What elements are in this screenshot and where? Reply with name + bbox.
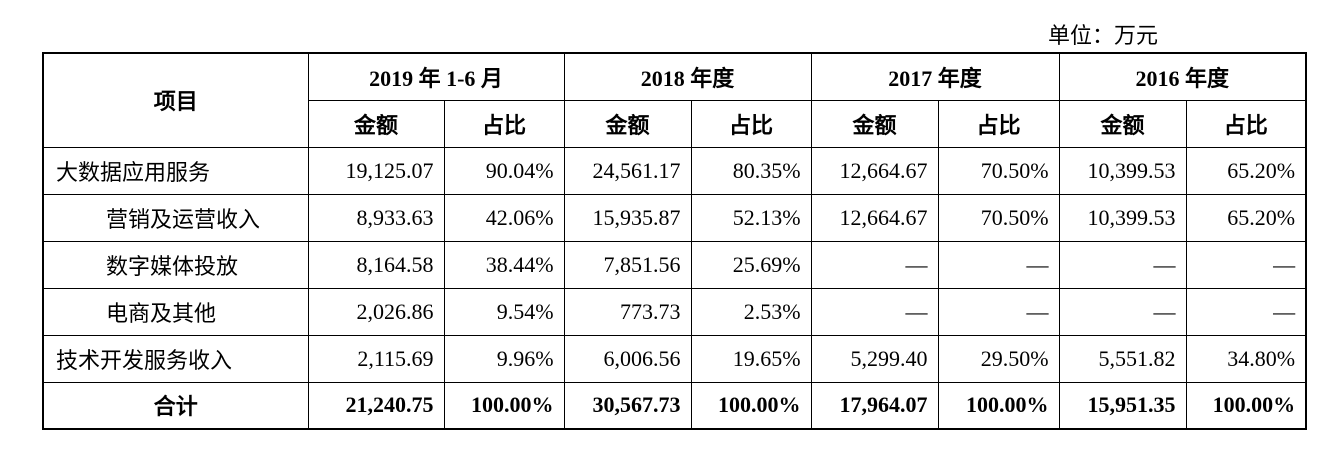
cell: 10,399.53 xyxy=(1058,193,1187,242)
cell: 5,299.40 xyxy=(810,334,939,383)
period-header: 2018 年度 xyxy=(563,52,812,101)
cell: 100.00% xyxy=(1185,381,1307,430)
cell: 773.73 xyxy=(563,287,692,336)
cell: 34.80% xyxy=(1185,334,1307,383)
cell: 2.53% xyxy=(690,287,812,336)
period-header: 2017 年度 xyxy=(810,52,1060,101)
cell: 70.50% xyxy=(937,146,1060,195)
cell: 70.50% xyxy=(937,193,1060,242)
unit-label: 单位：万元 xyxy=(1048,23,1159,48)
cell: 19,125.07 xyxy=(307,146,445,195)
data-row: 数字媒体投放 8,164.58 38.44% 7,851.56 25.69% — — — — xyxy=(42,240,1307,289)
cell: 52.13% xyxy=(690,193,812,242)
cell: 25.69% xyxy=(690,240,812,289)
cell: — xyxy=(1185,287,1307,336)
row-label: 营销及运营收入 xyxy=(42,193,309,242)
cell: — xyxy=(810,240,939,289)
cell: 15,951.35 xyxy=(1058,381,1187,430)
header-row: 项目 2019 年 1-6 月 2018 年度 2017 年度 2016 年度 xyxy=(42,52,1307,148)
cell: 12,664.67 xyxy=(810,193,939,242)
data-row: 营销及运营收入 8,933.63 42.06% 15,935.87 52.13% 12,6… xyxy=(42,193,1307,242)
period-header: 2016 年度 xyxy=(1058,52,1307,101)
subheader: 金额 xyxy=(563,99,692,148)
cell: 8,164.58 xyxy=(307,240,445,289)
period-header: 2019 年 1-6 月 xyxy=(307,52,565,101)
row-label: 合计 xyxy=(42,381,309,430)
row-label: 大数据应用服务 xyxy=(42,146,309,195)
cell: 15,935.87 xyxy=(563,193,692,242)
cell: 10,399.53 xyxy=(1058,146,1187,195)
cell: 9.54% xyxy=(443,287,565,336)
cell: 9.96% xyxy=(443,334,565,383)
data-row: 技术开发服务收入 2,115.69 9.96% 6,006.56 19.65% 5,299… xyxy=(42,334,1307,383)
cell: 24,561.17 xyxy=(563,146,692,195)
cell: 30,567.73 xyxy=(563,381,692,430)
cell: 12,664.67 xyxy=(810,146,939,195)
cell: — xyxy=(937,240,1060,289)
row-label: 数字媒体投放 xyxy=(42,240,309,289)
cell: 80.35% xyxy=(690,146,812,195)
cell: 29.50% xyxy=(937,334,1060,383)
cell: — xyxy=(1058,240,1187,289)
cell: 100.00% xyxy=(690,381,812,430)
data-row: 电商及其他 2,026.86 9.54% 773.73 2.53% — — — — xyxy=(42,287,1307,336)
row-label: 技术开发服务收入 xyxy=(42,334,309,383)
subheader: 金额 xyxy=(810,99,939,148)
cell: 8,933.63 xyxy=(307,193,445,242)
cell: 5,551.82 xyxy=(1058,334,1187,383)
cell: 42.06% xyxy=(443,193,565,242)
row-label: 电商及其他 xyxy=(42,287,309,336)
subheader: 金额 xyxy=(307,99,445,148)
cell: 100.00% xyxy=(937,381,1060,430)
cell: — xyxy=(1058,287,1187,336)
cell: 2,115.69 xyxy=(307,334,445,383)
item-header: 项目 xyxy=(42,52,309,148)
cell: 19.65% xyxy=(690,334,812,383)
subheader: 占比 xyxy=(690,99,812,148)
cell: — xyxy=(810,287,939,336)
subheader: 占比 xyxy=(443,99,565,148)
cell: 65.20% xyxy=(1185,193,1307,242)
cell: 65.20% xyxy=(1185,146,1307,195)
cell: 7,851.56 xyxy=(563,240,692,289)
total-row: 合计 21,240.75 100.00% 30,567.73 100.00% 17,964… xyxy=(42,381,1307,430)
cell: 38.44% xyxy=(443,240,565,289)
cell: 2,026.86 xyxy=(307,287,445,336)
cell: 100.00% xyxy=(443,381,565,430)
subheader: 占比 xyxy=(1185,99,1307,148)
cell: — xyxy=(937,287,1060,336)
data-row: 大数据应用服务 19,125.07 90.04% 24,561.17 80.35% 12,… xyxy=(42,146,1307,195)
cell: 90.04% xyxy=(443,146,565,195)
revenue-table: 项目 2019 年 1-6 月 2018 年度 2017 年度 2016 年度 金额 占比金… xyxy=(42,52,1308,430)
subheader: 占比 xyxy=(937,99,1060,148)
cell: 17,964.07 xyxy=(810,381,939,430)
cell: — xyxy=(1185,240,1307,289)
cell: 6,006.56 xyxy=(563,334,692,383)
subheader: 金额 xyxy=(1058,99,1187,148)
cell: 21,240.75 xyxy=(307,381,445,430)
